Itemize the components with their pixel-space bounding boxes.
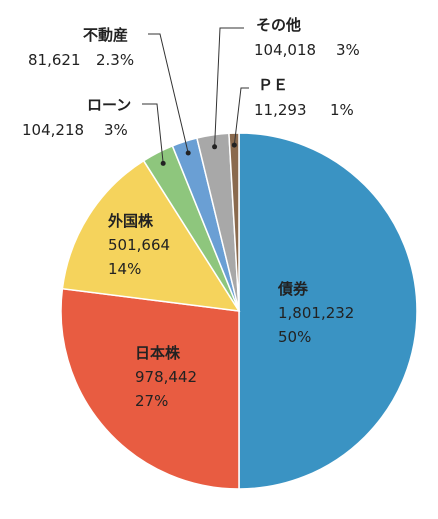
slice-bonds	[238, 132, 418, 490]
leader-loan	[142, 103, 164, 164]
leader-lines	[142, 27, 249, 166]
label-other: その他 104,018 3%	[254, 16, 360, 59]
other-value: 104,018	[254, 41, 316, 59]
loan-pct: 3%	[104, 121, 128, 139]
label-real-estate: 不動産 81,621 2.3%	[28, 26, 134, 69]
leader-dot-loan	[160, 160, 166, 166]
bonds-name: 債券	[277, 280, 309, 298]
pie-slices	[60, 132, 418, 490]
other-name: その他	[256, 16, 301, 34]
slice-pe	[228, 132, 240, 312]
label-pe: ＰＥ 11,293 1%	[254, 76, 354, 119]
pe-name: ＰＥ	[258, 76, 288, 94]
foreign-equity-pct: 14%	[108, 260, 141, 278]
leader-dot-real-estate	[185, 150, 191, 156]
loan-value: 104,218	[22, 121, 84, 139]
real-estate-name: 不動産	[83, 26, 128, 44]
real-estate-pct: 2.3%	[96, 51, 134, 69]
leader-other	[214, 27, 244, 147]
pe-pct: 1%	[330, 101, 354, 119]
slice-foreign-equity	[61, 159, 241, 312]
real-estate-value: 81,621	[28, 51, 81, 69]
japan-equity-value: 978,442	[135, 368, 197, 386]
label-loan: ローン 104,218 3%	[22, 96, 131, 139]
japan-equity-pct: 27%	[135, 392, 168, 410]
loan-name: ローン	[87, 96, 131, 114]
leader-dot-other	[212, 144, 218, 150]
foreign-equity-value: 501,664	[108, 236, 170, 254]
pe-value: 11,293	[254, 101, 307, 119]
label-bonds: 債券 1,801,232 50%	[277, 280, 354, 346]
foreign-equity-name: 外国株	[107, 212, 154, 230]
bonds-pct: 50%	[278, 328, 311, 346]
label-foreign-equity: 外国株 501,664 14%	[107, 212, 170, 278]
other-pct: 3%	[336, 41, 360, 59]
leader-dot-pe	[231, 142, 237, 148]
slice-japan-equity	[60, 287, 240, 490]
japan-equity-name: 日本株	[135, 344, 181, 362]
label-japan-equity: 日本株 978,442 27%	[135, 344, 197, 410]
leader-real-estate	[148, 33, 189, 154]
bonds-value: 1,801,232	[278, 304, 354, 322]
leader-pe	[233, 87, 249, 146]
